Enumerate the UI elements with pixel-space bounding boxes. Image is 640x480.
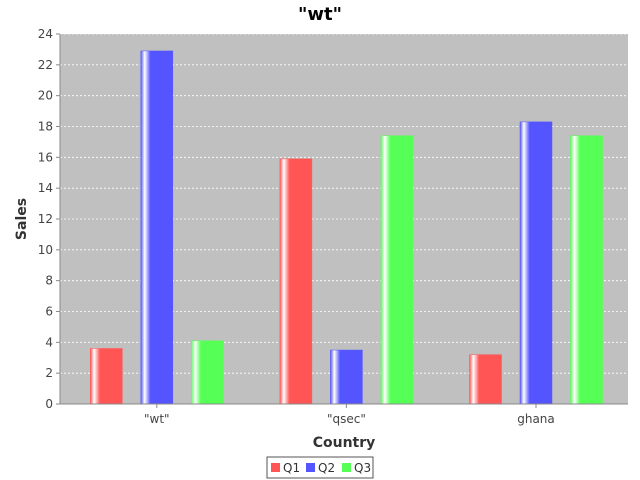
y-tick-label: 6 xyxy=(45,305,53,319)
legend-label-q1: Q1 xyxy=(283,461,300,475)
legend-label-q2: Q2 xyxy=(318,461,335,475)
bar-q1-2 xyxy=(469,354,502,405)
bar-q2-1 xyxy=(330,349,363,405)
y-tick-label: 22 xyxy=(38,58,53,72)
x-tick-label: "qsec" xyxy=(327,412,366,426)
y-tick-label: 8 xyxy=(45,274,53,288)
bar-q1-0 xyxy=(90,348,123,405)
y-tick-label: 14 xyxy=(38,181,53,195)
legend-swatch-q1 xyxy=(271,463,280,472)
y-tick-label: 24 xyxy=(38,27,53,41)
legend-box xyxy=(266,456,374,479)
bar-q3-0 xyxy=(191,340,224,405)
bar-q1-1 xyxy=(279,158,313,405)
y-tick-label: 20 xyxy=(38,89,53,103)
legend-swatch-q3 xyxy=(342,463,351,472)
x-tick-label: ghana xyxy=(517,412,555,426)
y-tick-label: 16 xyxy=(38,150,53,164)
legend: Q1 Q2 Q3 xyxy=(266,456,374,479)
y-tick-label: 4 xyxy=(45,335,53,349)
y-tick-label: 18 xyxy=(38,120,53,134)
y-tick-label: 12 xyxy=(38,212,53,226)
y-axis-title: Sales xyxy=(14,198,30,240)
x-axis-title: Country xyxy=(313,435,376,451)
y-tick-label: 0 xyxy=(45,397,53,411)
x-tick-label: "wt" xyxy=(144,412,170,426)
y-tick-label: 2 xyxy=(45,366,53,380)
y-tick-label: 10 xyxy=(38,243,53,257)
bar-q3-1 xyxy=(380,135,414,405)
legend-swatch-q2 xyxy=(306,463,315,472)
legend-label-q3: Q3 xyxy=(354,461,371,475)
chart-title: "wt" xyxy=(298,4,342,25)
bar-q2-2 xyxy=(519,121,553,405)
bar-q2-0 xyxy=(140,50,174,405)
bar-q3-2 xyxy=(570,135,603,405)
bars-group xyxy=(90,50,603,405)
x-axis: "wt" "qsec" ghana xyxy=(60,403,628,426)
